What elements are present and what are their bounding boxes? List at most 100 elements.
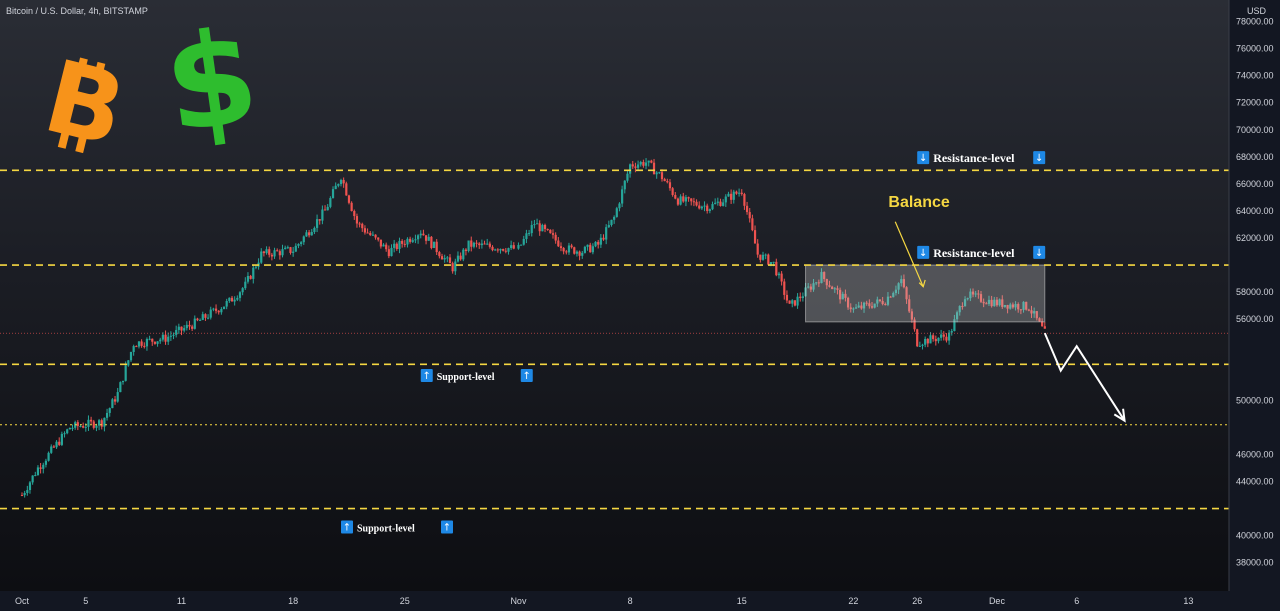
- candle-body: [411, 240, 414, 242]
- candle-body: [796, 296, 799, 306]
- candle-body: [692, 201, 695, 203]
- candle-body: [167, 336, 170, 342]
- candle-body: [674, 194, 677, 199]
- candle-body: [809, 286, 812, 290]
- x-tick-label: 5: [83, 596, 88, 606]
- candle-body: [494, 249, 497, 251]
- candle-body: [222, 306, 226, 310]
- candle-body: [393, 243, 396, 248]
- balance-pointer: [894, 221, 924, 287]
- candle-body: [522, 238, 525, 245]
- candle-body: [185, 324, 188, 329]
- candle-body: [145, 339, 149, 347]
- x-tick-label: Oct: [15, 596, 30, 606]
- candle-body: [905, 287, 908, 300]
- candle-body: [20, 495, 24, 497]
- balance-pointer-head: [918, 279, 926, 288]
- candle-body: [191, 326, 194, 329]
- candle-body: [398, 240, 401, 250]
- candle-body: [305, 232, 308, 237]
- candle-body: [969, 291, 972, 299]
- candle-body: [735, 191, 738, 194]
- candle-body: [639, 161, 642, 165]
- candles-layer: [20, 158, 1046, 498]
- y-tick-label: 70000.00: [1236, 125, 1274, 135]
- candle-body: [716, 201, 719, 203]
- candle-body: [1006, 305, 1009, 309]
- candle-body: [886, 296, 890, 305]
- candle-body: [559, 246, 563, 249]
- candle-body: [881, 300, 884, 305]
- candle-body: [379, 239, 382, 247]
- candle-body: [363, 228, 367, 233]
- candle-body: [467, 240, 470, 251]
- candle-body: [517, 244, 520, 249]
- candle-body: [47, 452, 50, 461]
- candle-body: [578, 251, 581, 256]
- candle-body: [512, 245, 515, 249]
- candle-body: [438, 252, 441, 257]
- candle-body: [538, 223, 541, 232]
- candle-body: [345, 183, 348, 196]
- annotation-badge-glyph: ↑: [423, 371, 431, 382]
- candle-body: [409, 238, 412, 242]
- candle-body: [934, 338, 937, 342]
- candle-body: [289, 247, 292, 253]
- support-annotation: Support-level: [357, 524, 415, 535]
- candle-body: [236, 297, 239, 300]
- candle-body: [310, 231, 313, 236]
- y-tick-label: 38000.00: [1236, 558, 1274, 568]
- candle-body: [605, 227, 608, 240]
- candle-body: [557, 240, 560, 247]
- candle-body: [687, 197, 690, 199]
- candle-body: [377, 237, 380, 240]
- x-tick-label: 22: [848, 596, 858, 606]
- candle-body: [249, 275, 252, 279]
- candle-body: [358, 223, 361, 225]
- candle-body: [878, 299, 882, 301]
- candle-body: [308, 232, 311, 236]
- candle-body: [82, 426, 85, 428]
- candle-body: [642, 161, 645, 166]
- candle-body: [870, 306, 874, 308]
- annotation-badge-glyph: ↓: [1035, 248, 1043, 259]
- candle-body: [801, 296, 804, 299]
- candle-body: [164, 334, 167, 342]
- candle-body: [507, 248, 510, 252]
- candle-body: [942, 334, 945, 337]
- annotation-badge-glyph: ↑: [343, 523, 351, 534]
- candle-body: [791, 300, 794, 304]
- candle-body: [589, 244, 592, 253]
- candle-body: [44, 460, 48, 465]
- candle-body: [751, 218, 754, 231]
- candle-body: [143, 345, 146, 347]
- candle-body: [217, 310, 220, 313]
- candle-body: [241, 288, 244, 293]
- candle-body: [892, 293, 895, 298]
- candle-body: [546, 228, 549, 230]
- candle-body: [950, 331, 953, 333]
- y-tick-label: 66000.00: [1236, 179, 1274, 189]
- annotation-badge-glyph: ↑: [523, 371, 531, 382]
- candle-body: [350, 202, 353, 212]
- candle-body: [284, 247, 287, 250]
- candle-body: [1043, 326, 1046, 329]
- candle-body: [719, 201, 722, 206]
- candle-body: [278, 251, 281, 256]
- candle-body: [228, 297, 231, 301]
- candle-body: [95, 425, 98, 428]
- candle-body: [422, 233, 425, 236]
- candle-body: [151, 338, 154, 342]
- candle-body: [918, 345, 921, 347]
- candle-body: [655, 172, 658, 175]
- candle-body: [196, 318, 199, 321]
- y-tick-label: 74000.00: [1236, 71, 1274, 81]
- candle-body: [39, 467, 42, 469]
- candle-body: [92, 421, 95, 428]
- candle-body: [159, 339, 162, 342]
- candle-body: [623, 180, 626, 190]
- candle-body: [1014, 303, 1017, 308]
